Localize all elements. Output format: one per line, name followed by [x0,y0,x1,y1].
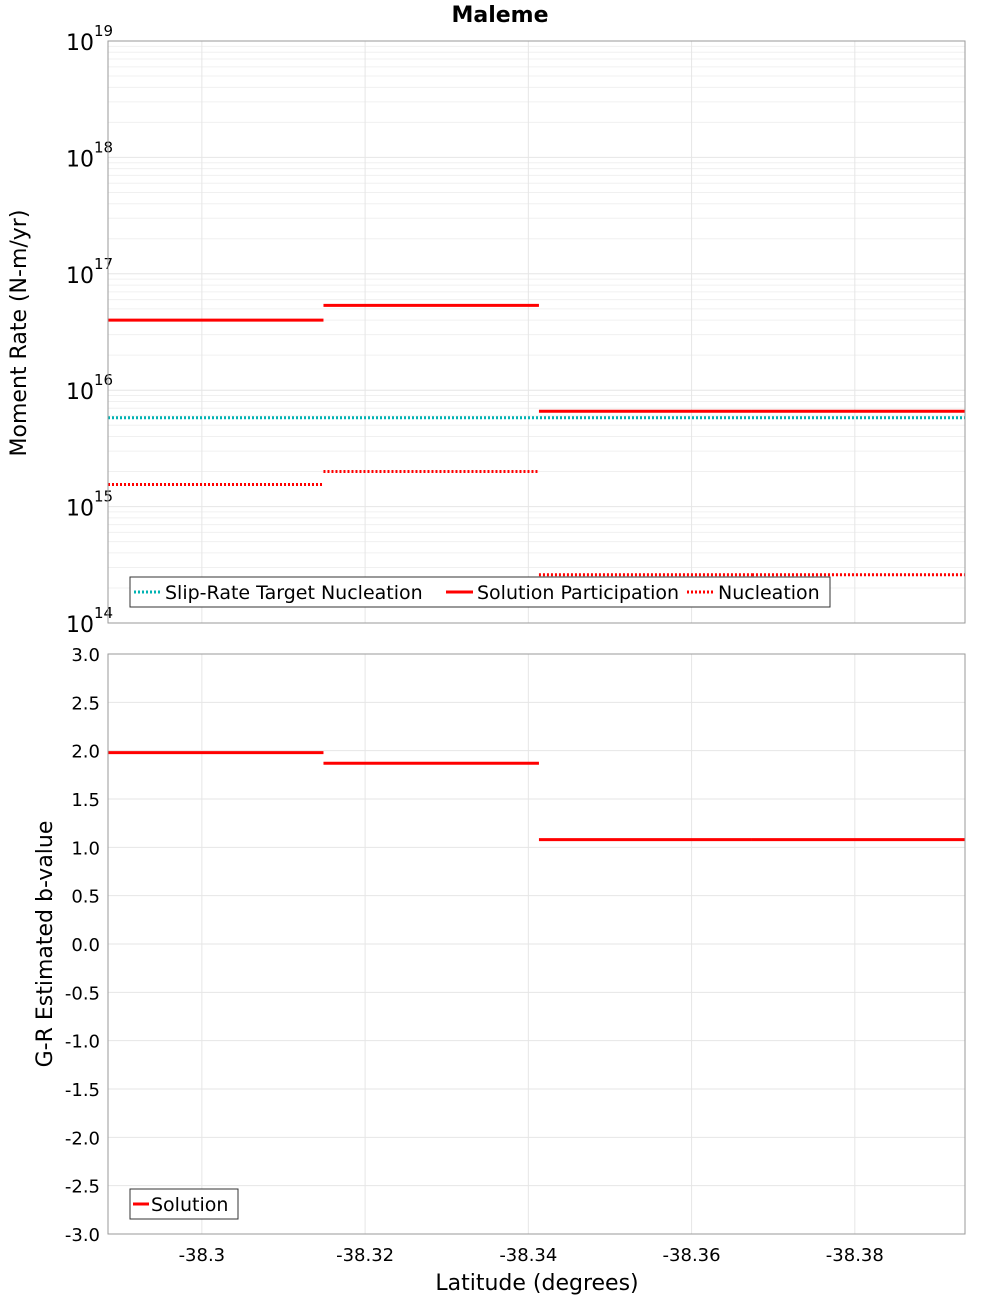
moment-rate-axis-label: Moment Rate (N-m/yr) [7,210,32,457]
b-value-grid [108,653,965,1235]
x-tick-label: -38.3 [179,1245,226,1266]
y-tick-label: 1016 [66,371,113,405]
x-tick-label: -38.34 [499,1245,557,1266]
y-tick-label: 2.5 [71,693,100,714]
latitude-axis-label: Latitude (degrees) [435,1271,638,1296]
y-tick-label: 1.0 [71,838,100,859]
moment-rate-legend: Slip-Rate Target Nucleation Solution Part… [129,576,831,608]
series-solution-participation [108,303,965,413]
y-tick-label: 1015 [66,488,113,522]
series-solution [108,751,965,842]
legend-label: Solution [151,1194,228,1216]
legend-box [129,576,831,608]
y-tick-label: -1.5 [65,1080,100,1101]
x-tick-label: -38.32 [336,1245,394,1266]
legend-label: Slip-Rate Target Nucleation [165,582,423,604]
y-tick-label: 1.5 [71,790,100,811]
x-tick-label: -38.38 [826,1245,884,1266]
series-nucleation [108,470,965,577]
moment-rate-plot: 1014 1015 1016 1017 1018 1019 Slip-Rate Target… [66,22,966,638]
y-tick-label: 0.0 [71,935,100,956]
b-value-axis-label: G-R Estimated b-value [33,821,58,1068]
y-tick-label: -1.0 [65,1032,100,1053]
x-tick-label: -38.36 [663,1245,721,1266]
moment-rate-plot-frame [107,40,966,624]
y-tick-label: -0.5 [65,983,100,1004]
b-value-plot-frame [107,653,966,1235]
y-tick-label: -3.0 [65,1225,100,1246]
y-tick-label: 1019 [66,22,113,56]
moment-rate-grid [108,41,965,624]
y-tick-label: -2.5 [65,1177,100,1198]
y-tick-label: 1018 [66,138,113,172]
legend-label: Solution Participation [477,582,679,604]
b-value-legend: Solution [129,1188,239,1220]
y-tick-label: 1017 [66,255,113,289]
y-tick-label: 2.0 [71,742,100,763]
b-value-plot: 3.0 2.5 2.0 1.5 1.0 0.5 0.0 -0.5 -1.0 -1.5 -2.0 -2.… [65,645,966,1266]
chart-title: Maleme [451,3,548,28]
y-tick-label: 1014 [66,604,113,638]
y-tick-label: 3.0 [71,645,100,666]
y-tick-label: 0.5 [71,887,100,908]
y-tick-label: -2.0 [65,1128,100,1149]
legend-label: Nucleation [718,582,820,604]
